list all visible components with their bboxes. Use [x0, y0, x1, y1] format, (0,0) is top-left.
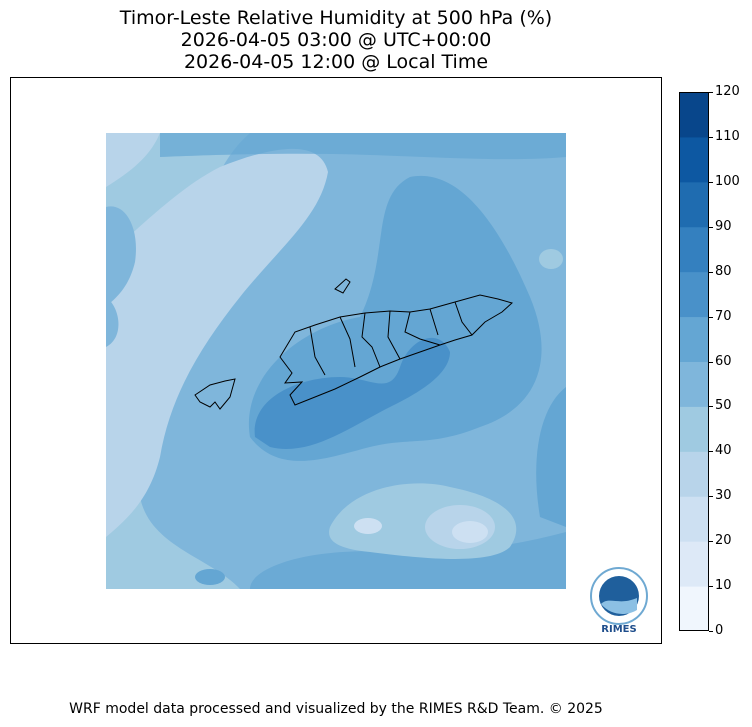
colorbar-tickmark: [709, 181, 713, 183]
colorbar-tickmark: [709, 406, 713, 408]
colorbar-tickmark: [709, 361, 713, 363]
west-blob: [106, 206, 136, 307]
south-spot: [195, 569, 225, 585]
colorbar-tickmark: [709, 316, 713, 318]
right-moist-strip: [536, 387, 566, 527]
colorbar-segment: [679, 406, 709, 452]
driest-band: [106, 148, 328, 537]
local-time: 2026-04-05 12:00 @ Local Time: [183, 51, 489, 73]
colorbar-tickmark: [709, 541, 713, 543]
top-moist-strip: [160, 133, 566, 160]
colorbar-segment: [679, 92, 709, 138]
colorbar-segment: [679, 181, 709, 228]
humidity-map: [106, 133, 566, 589]
colorbar-segment: [679, 226, 709, 273]
oecusse-exclave: [194, 378, 236, 410]
west-blob-2: [106, 297, 119, 347]
rimes-logo: RIMES: [590, 567, 648, 635]
corner-patch: [106, 133, 160, 187]
colorbar-tick-label: 30: [715, 488, 732, 504]
dry-spot-east: [539, 249, 563, 269]
utc-time: 2026-04-05 03:00 @ UTC+00:00: [180, 29, 492, 51]
map-title: Timor-Leste Relative Humidity at 500 hPa…: [119, 7, 553, 29]
colorbar-tickmark: [709, 92, 713, 93]
colorbar-tick-label: 100: [715, 173, 740, 189]
colorbar-tick-label: 110: [715, 128, 740, 144]
colorbar-tickmark: [709, 451, 713, 453]
atauro-island: [334, 278, 351, 294]
colorbar-segment: [679, 451, 709, 497]
logo-wave: [601, 598, 637, 614]
colorbar-tickmark: [709, 496, 713, 498]
colorbar: [679, 92, 709, 631]
dry-patch-core: [452, 521, 488, 543]
colorbar-tick-label: 10: [715, 578, 732, 594]
colorbar-segment: [679, 496, 709, 542]
wettest-core: [254, 337, 450, 449]
colorbar-frame: [679, 92, 709, 631]
dry-spot: [354, 518, 382, 534]
colorbar-tick-label: 90: [715, 218, 732, 234]
timor-leste-outline: [194, 278, 514, 410]
colorbar-tick-label: 60: [715, 353, 732, 369]
colorbar-segment: [679, 136, 709, 183]
colorbar-tick-label: 70: [715, 308, 732, 324]
colorbar-tickmark: [709, 226, 713, 228]
colorbar-tick-label: 0: [715, 623, 724, 638]
colorbar-segment: [679, 541, 709, 587]
logo-text: RIMES: [601, 624, 636, 635]
bottom-moist-strip: [250, 532, 566, 589]
colorbar-segment: [679, 361, 709, 407]
colorbar-segment: [679, 316, 709, 362]
colorbar-tick-label: 80: [715, 263, 732, 279]
colorbar-tick-label: 20: [715, 533, 732, 549]
colorbar-tick-label: 120: [715, 84, 740, 99]
colorbar-tickmark: [709, 586, 713, 588]
colorbar-tick-label: 40: [715, 443, 732, 459]
colorbar-tick-label: 50: [715, 398, 732, 414]
footer-credit: WRF model data processed and visualized …: [69, 701, 603, 717]
colorbar-segment: [679, 586, 709, 631]
colorbar-tickmark: [709, 136, 713, 138]
colorbar-tickmark: [709, 631, 713, 632]
colorbar-segment: [679, 271, 709, 318]
colorbar-tickmark: [709, 271, 713, 273]
